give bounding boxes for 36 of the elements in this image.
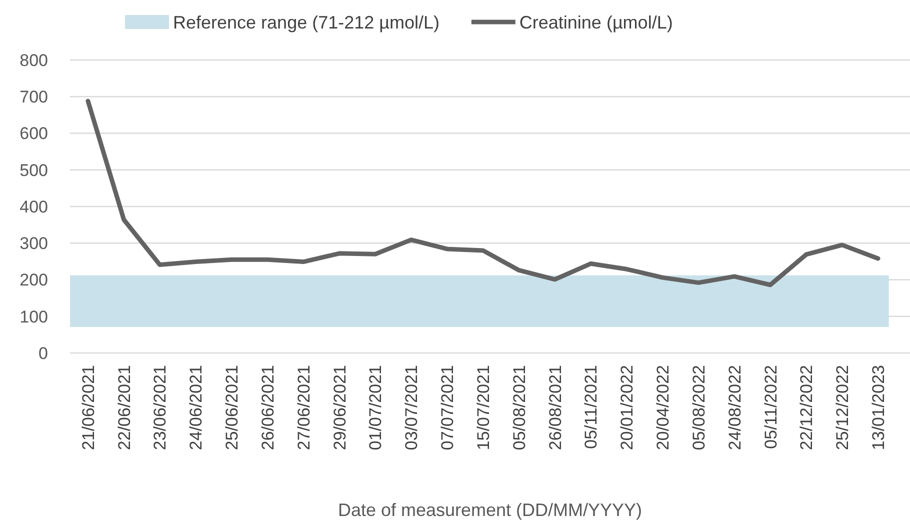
x-tick-label: 13/01/2023: [868, 365, 888, 450]
x-tick-label: 29/06/2021: [330, 365, 350, 450]
x-tick-label: 07/07/2021: [438, 365, 458, 450]
y-tick-label: 500: [20, 160, 48, 180]
x-tick-label: 25/06/2021: [222, 365, 242, 450]
y-tick-label: 0: [38, 344, 48, 363]
x-tick-label: 25/12/2022: [833, 365, 852, 450]
y-tick-label: 700: [20, 88, 48, 107]
x-tick-label: 15/07/2021: [474, 365, 493, 450]
x-axis-title: Date of measurement (DD/MM/YYYY): [338, 500, 642, 520]
y-tick-label: 200: [20, 270, 48, 290]
x-tick-label: 20/04/2022: [654, 365, 673, 450]
x-tick-label: 27/06/2021: [294, 365, 314, 450]
y-tick-label: 800: [20, 50, 48, 70]
x-tick-label: 23/06/2021: [150, 365, 170, 450]
x-tick-label: 22/12/2022: [797, 365, 816, 450]
x-tick-label: 05/08/2022: [689, 365, 708, 450]
x-tick-label: 21/06/2021: [78, 365, 98, 450]
x-tick-label: 20/01/2022: [618, 365, 637, 450]
x-tick-label: 05/11/2021: [582, 365, 601, 449]
x-tick-label: 03/07/2021: [402, 365, 422, 450]
y-tick-label: 600: [20, 124, 48, 144]
legend-label: Creatinine (µmol/L): [519, 12, 673, 32]
y-tick-label: 300: [20, 234, 48, 254]
x-tick-label: 01/07/2021: [366, 365, 386, 450]
y-tick-label: 100: [20, 307, 48, 326]
x-tick-label: 22/06/2021: [114, 365, 134, 450]
line-series: [86, 98, 880, 288]
x-tick-label: 24/06/2021: [186, 365, 206, 450]
x-tick-label: 26/08/2021: [546, 365, 565, 450]
legend-label: Reference range (71-212 µmol/L): [173, 12, 440, 32]
x-tick-label: 05/08/2021: [510, 365, 529, 450]
x-tick-label: 24/08/2022: [725, 365, 744, 450]
x-tick-label: 26/06/2021: [258, 365, 278, 450]
x-tick-label: 05/11/2022: [761, 365, 780, 449]
y-tick-label: 400: [20, 197, 48, 216]
